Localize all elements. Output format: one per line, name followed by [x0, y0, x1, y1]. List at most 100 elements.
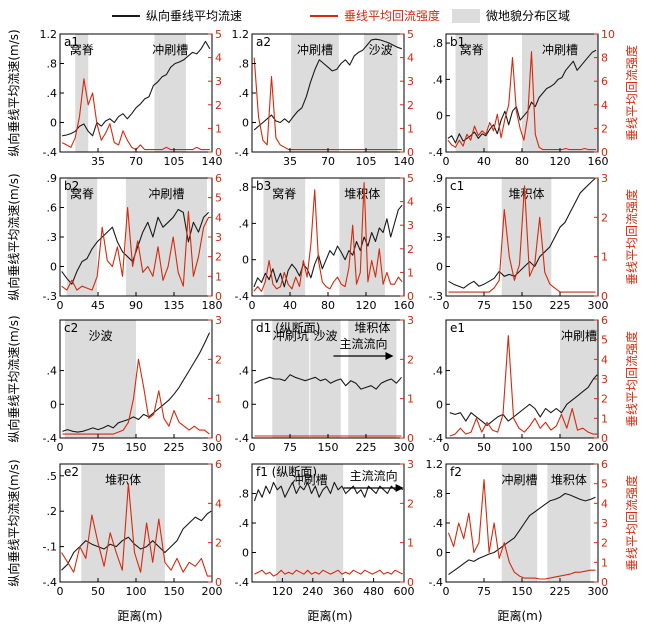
y2-tick-label: 2: [215, 537, 222, 550]
region-label: 冲刷槽: [292, 472, 328, 487]
y2-tick-label: 5: [215, 192, 222, 205]
y-tick-label: .2: [47, 505, 58, 518]
region-label: 冲刷槽: [542, 42, 578, 57]
y2-tick-label: 1: [215, 393, 222, 406]
legend-speed-label: 纵向垂线平均流速: [146, 8, 242, 23]
x-tick-label: 0: [443, 299, 450, 312]
y-tick-label: 1.2: [40, 28, 58, 41]
region-label: 冲刷槽: [297, 42, 333, 57]
y2-tick-label: 4: [601, 497, 608, 510]
flow-direction-arrowhead: [385, 352, 394, 360]
speed-series-line: [448, 177, 596, 289]
region-label: 堆积体: [509, 187, 545, 201]
x-tick-label: 300: [202, 441, 223, 454]
x-tick-label: 240: [302, 585, 323, 598]
speed-series-line: [448, 492, 596, 576]
x-tick-label: 0: [57, 299, 64, 312]
region-band: [291, 34, 339, 152]
y-tick-label: 0: [436, 261, 443, 274]
region-label: 窝脊: [70, 186, 94, 201]
x-tick-label: 600: [394, 585, 415, 598]
y-tick-label: .9: [47, 172, 58, 185]
y2-tick-label: 2: [601, 537, 608, 550]
y2-tick-label: 6: [601, 458, 608, 471]
panel-label: b2: [64, 179, 79, 193]
y2-tick-label: 3: [215, 314, 222, 327]
y2-tick-label: 1: [601, 251, 608, 264]
x-tick-label: 300: [394, 441, 415, 454]
y-tick-label: -.4: [429, 576, 443, 589]
x-tick-label: 140: [202, 155, 223, 168]
y-tick-label: .8: [433, 37, 444, 50]
backflow-series-line: [449, 335, 598, 437]
y-tick-label: .4: [239, 87, 250, 100]
x-tick-label: 50: [91, 585, 105, 598]
x-tick-label: 120: [550, 155, 571, 168]
region-band: [455, 34, 488, 152]
x-tick-label: 150: [318, 441, 339, 454]
y-tick-label: 1.2: [232, 28, 250, 41]
y-tick-label: 0: [242, 398, 249, 411]
y-tick-label: .8: [239, 58, 250, 71]
y-tick-label: -.4: [43, 576, 57, 589]
y-tick-label: .9: [433, 172, 444, 185]
speed-series-line: [449, 374, 598, 426]
y-axis-title-left: 纵向垂线平均流速(m/s): [6, 173, 21, 300]
region-label: 冲刷槽: [501, 472, 537, 487]
x-tick-label: 150: [126, 441, 147, 454]
x-tick-label: 35: [91, 155, 105, 168]
x-tick-label: 80: [321, 299, 335, 312]
region-band: [363, 34, 398, 152]
y-tick-label: .5: [47, 470, 58, 483]
y2-tick-label: 4: [407, 52, 414, 65]
region-label: 冲刷槽: [148, 186, 184, 201]
x-tick-label: 150: [512, 585, 533, 598]
y-tick-label: -.4: [429, 146, 443, 159]
panel-a2: 冲刷槽 沙波 35 70 105 140 -.4 0 .4 .8 1.2 0 1 2 3 4 5 a2: [232, 28, 415, 168]
y-tick-label: .4: [239, 517, 250, 530]
y-tick-label: 0: [50, 398, 57, 411]
x-axis-title-1: 距离(m): [117, 608, 162, 623]
x-tick-label: 120: [356, 299, 377, 312]
backflow-series-line: [447, 51, 597, 151]
y-axis-title-left: 纵向垂线平均流速(m/s): [6, 315, 21, 442]
flow-direction-label: 主流流向: [339, 336, 387, 351]
y2-tick-label: 2: [407, 243, 414, 256]
x-tick-label: 70: [321, 155, 335, 168]
y2-tick-label: 5: [407, 28, 414, 41]
y2-tick-label: 6: [601, 314, 608, 327]
flow-direction-arrowhead: [395, 484, 404, 492]
y2-tick-label: 4: [601, 99, 608, 112]
y2-tick-label: 6: [215, 172, 222, 185]
x-tick-label: 225: [164, 441, 185, 454]
y2-tick-label: 3: [601, 517, 608, 530]
y-tick-label: -.4: [235, 146, 249, 159]
y2-tick-label: 5: [407, 172, 414, 185]
legend-region-label: 微地貌分布区域: [486, 8, 570, 23]
backflow-series-line: [61, 483, 212, 577]
x-tick-label: 200: [202, 585, 223, 598]
region-band: [547, 464, 591, 582]
region-band: [66, 178, 98, 296]
region-label: 窝脊: [460, 42, 484, 57]
y-tick-label: -.4: [429, 432, 443, 445]
y2-tick-label: 2: [215, 251, 222, 264]
region-label: 窝脊: [70, 42, 94, 57]
y2-tick-label: 10: [601, 28, 615, 41]
y2-tick-label: 2: [407, 497, 414, 510]
backflow-series-line: [448, 185, 596, 293]
y-axis-title-right: 垂线平均回流强度: [624, 331, 639, 427]
region-label: 堆积体: [354, 321, 390, 335]
y2-tick-label: 2: [601, 211, 608, 224]
y2-tick-label: 4: [601, 353, 608, 366]
speed-series-line: [62, 332, 210, 433]
y-tick-label: -.3: [43, 290, 57, 303]
y2-tick-label: 0: [215, 146, 222, 159]
speed-series-line: [253, 204, 403, 288]
x-tick-label: 135: [164, 299, 185, 312]
y-axis-title-right: 垂线平均回流强度: [624, 45, 639, 141]
